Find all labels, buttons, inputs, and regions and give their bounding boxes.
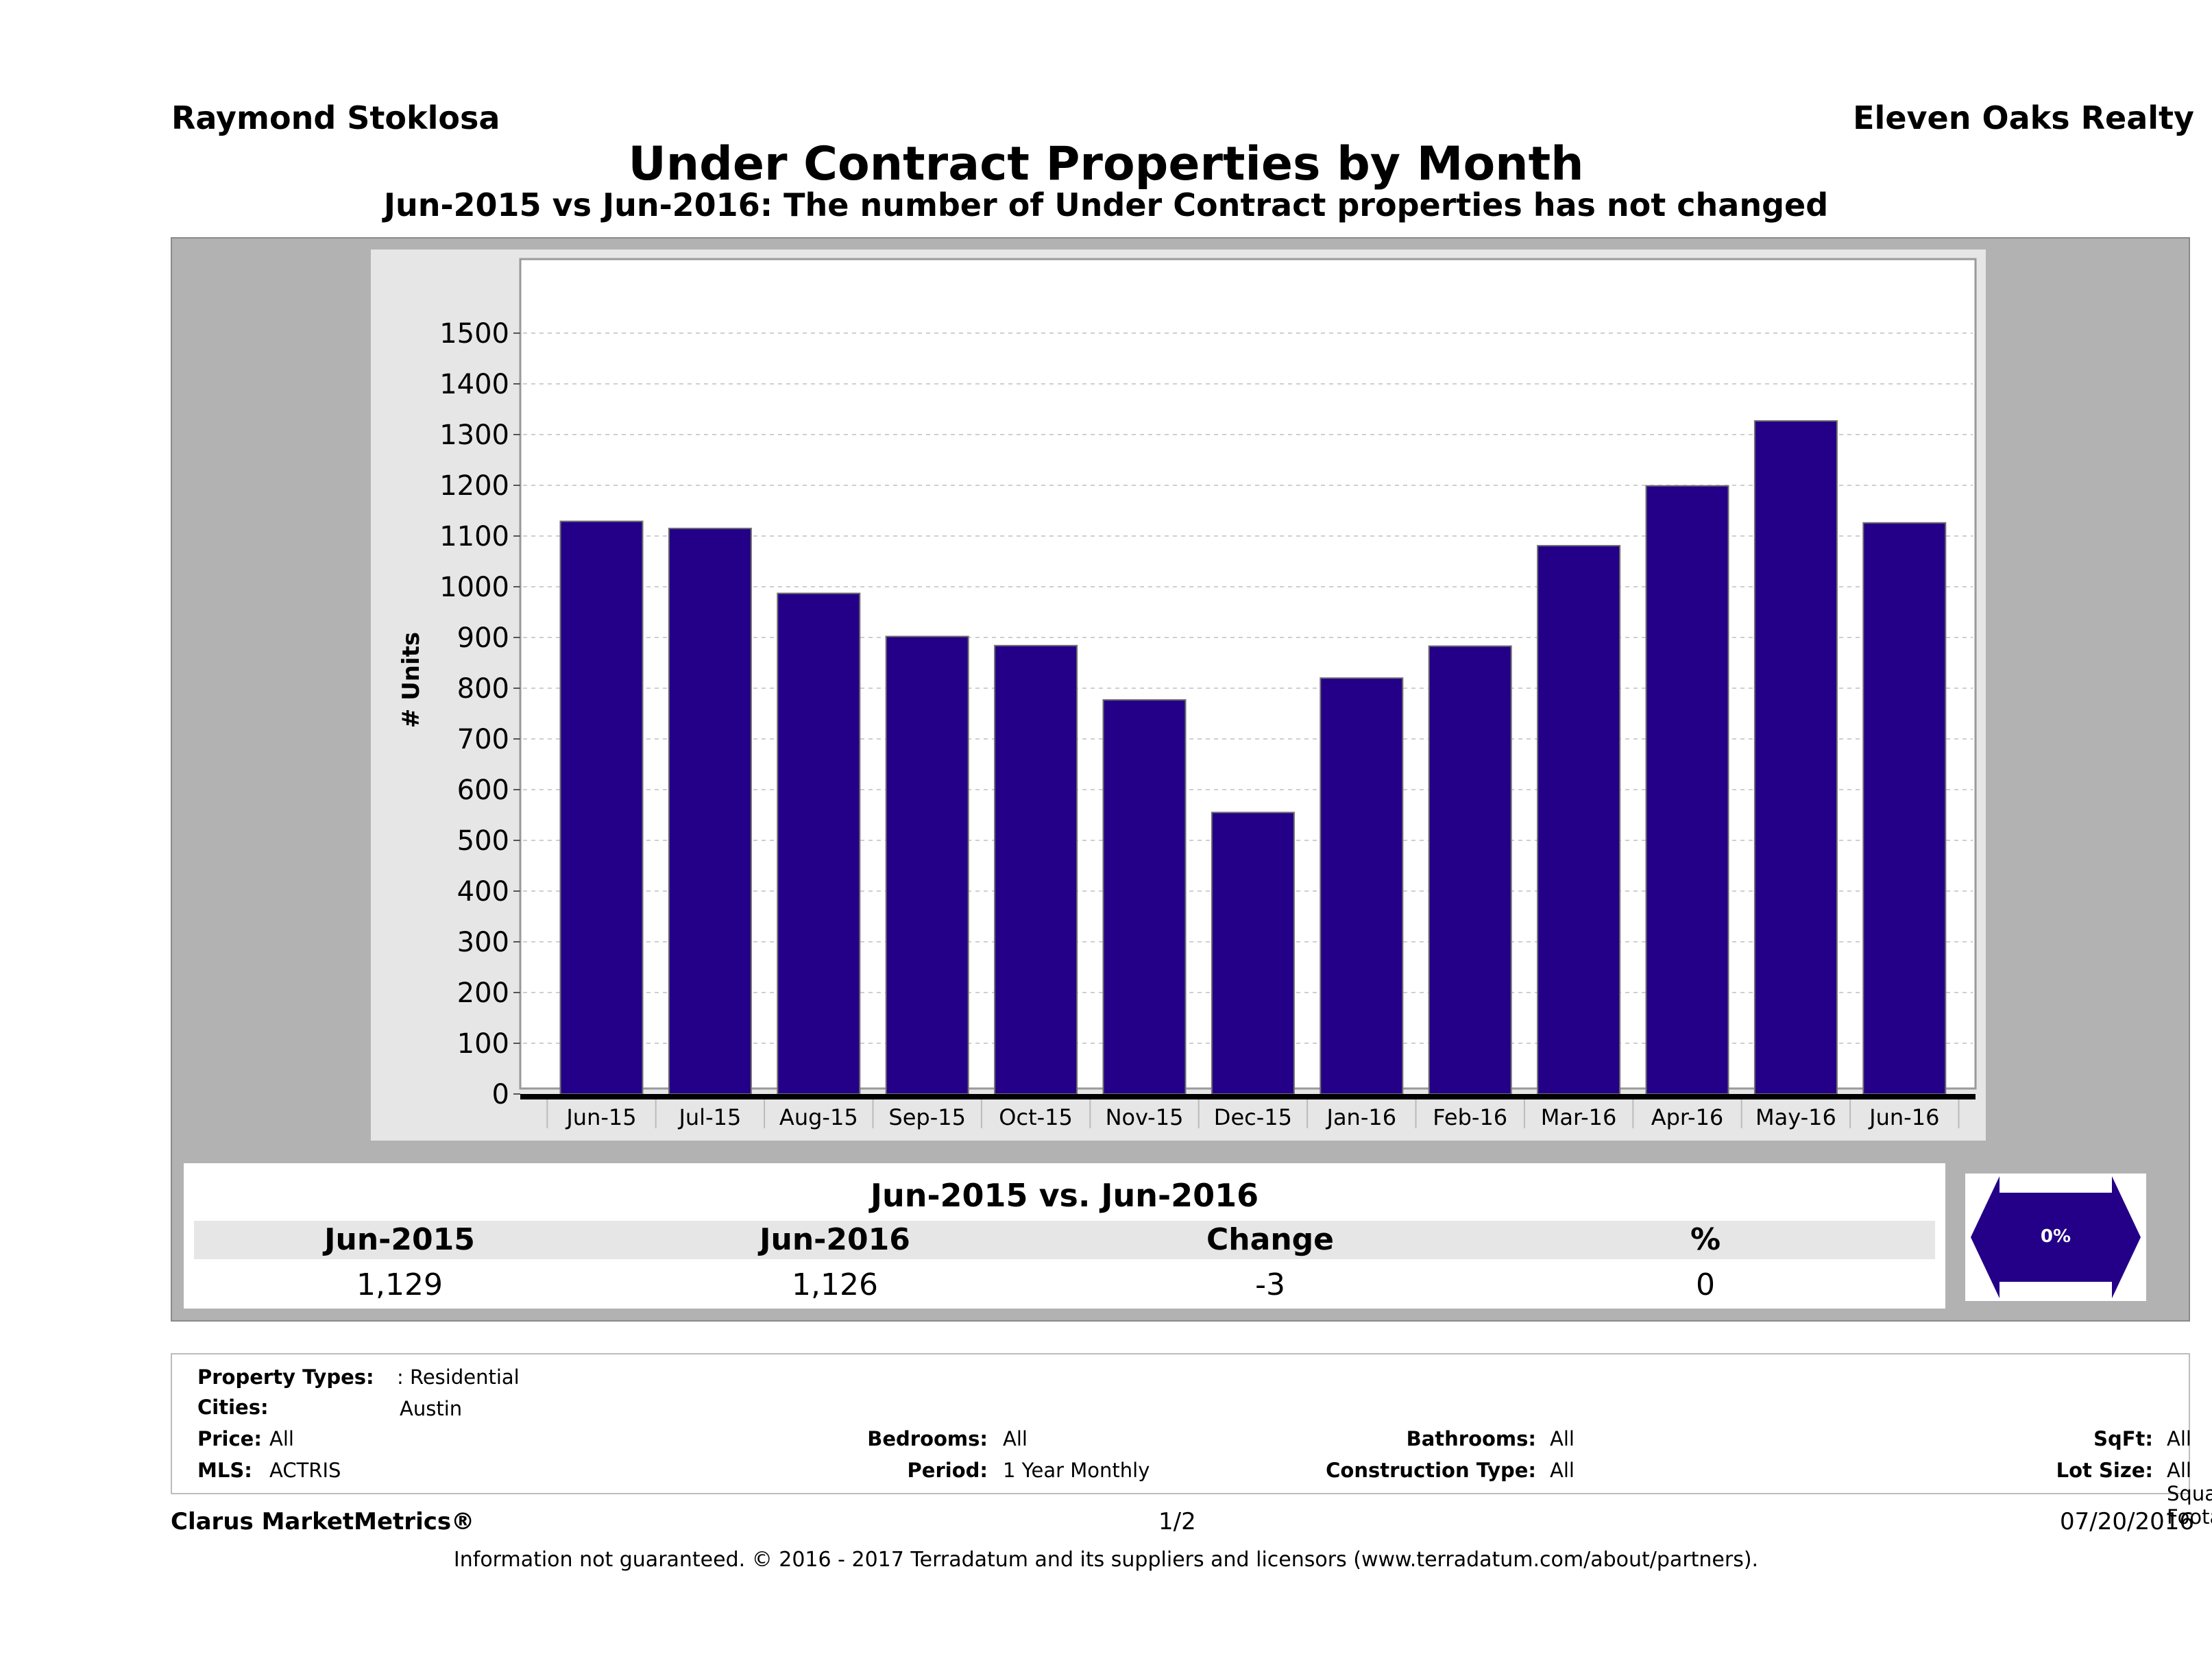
bar	[559, 520, 644, 1095]
property-types-value: : Residential	[397, 1365, 520, 1389]
x-tick-label: May-16	[1755, 1104, 1836, 1130]
x-tick-label: Oct-15	[999, 1104, 1073, 1130]
bar	[1211, 812, 1295, 1095]
comparison-value: -3	[1255, 1267, 1285, 1302]
cities-value: Austin	[400, 1397, 463, 1420]
bar	[994, 644, 1078, 1095]
x-tick-label: Sep-15	[888, 1104, 966, 1130]
property-types-label: Property Types:	[197, 1365, 374, 1389]
change-badge-box: 0%	[1965, 1174, 2146, 1301]
y-tick-label: 400	[457, 876, 509, 908]
price-value: All	[269, 1427, 294, 1450]
construction-type-value: All	[1550, 1459, 1575, 1482]
bar	[1428, 645, 1512, 1095]
x-tick-label: Mar-16	[1541, 1104, 1617, 1130]
x-tick-label: Feb-16	[1433, 1104, 1507, 1130]
comparison-header: Jun-2016	[759, 1222, 910, 1257]
y-tick-label: 1200	[439, 470, 509, 502]
double-arrow-icon: 0%	[1971, 1176, 2141, 1298]
brokerage-name: Eleven Oaks Realty	[1853, 99, 2194, 136]
x-tick-label: Jul-15	[677, 1104, 741, 1130]
period-value: 1 Year Monthly	[1003, 1459, 1150, 1482]
bar	[668, 527, 752, 1095]
chart-subtitle: Jun-2015 vs Jun-2016: The number of Unde…	[383, 186, 1829, 223]
cities-label: Cities:	[197, 1396, 269, 1419]
y-tick-label: 200	[457, 977, 509, 1009]
bar-chart: 0 100 200 300 400 500 600 700 800 900 1000 1100 1200…	[398, 258, 1977, 1130]
filter-summary: Property Types: : Residential Cities: Au…	[171, 1353, 2212, 1529]
axes: 0 100 200 300 400 500 600 700 800 900 1000 1100 1200…	[439, 318, 1976, 1130]
period-label: Period:	[907, 1459, 988, 1482]
y-tick-label: 1400	[439, 369, 509, 400]
y-tick-label: 800	[457, 673, 509, 705]
y-axis-label: # Units	[398, 632, 425, 728]
bar	[1537, 545, 1621, 1095]
y-tick-label: 100	[457, 1028, 509, 1060]
lot-size-value: All Square Footage	[2167, 1459, 2212, 1529]
y-tick-label: 900	[457, 622, 509, 654]
bathrooms-value: All	[1550, 1427, 1575, 1450]
x-tick-label: Aug-15	[779, 1104, 858, 1130]
bar	[1102, 699, 1187, 1095]
price-label: Price:	[197, 1427, 262, 1450]
x-tick-label: Dec-15	[1214, 1104, 1292, 1130]
y-tick-label: 300	[457, 927, 509, 958]
x-tick-label: Nov-15	[1106, 1104, 1184, 1130]
comparison-value: 1,129	[356, 1267, 443, 1302]
lot-size-label: Lot Size:	[2056, 1459, 2153, 1482]
comparison-value: 1,126	[792, 1267, 878, 1302]
y-tick-label: 0	[492, 1079, 509, 1110]
comparison-header-row: Jun-2015 Jun-2016 Change %	[194, 1221, 1935, 1259]
bar	[1645, 485, 1729, 1095]
x-tick-label: Jan-16	[1326, 1104, 1397, 1130]
comparison-header: Jun-2015	[324, 1222, 475, 1257]
bedrooms-value: All	[1003, 1427, 1028, 1450]
y-tick-label: 500	[457, 825, 509, 857]
footer-brand: Clarus MarketMetrics®	[171, 1508, 475, 1535]
comparison-header: %	[1690, 1222, 1721, 1257]
bar	[1753, 420, 1838, 1095]
mls-label: MLS:	[197, 1459, 252, 1482]
agent-name: Raymond Stoklosa	[171, 99, 500, 136]
construction-type-label: Construction Type:	[1326, 1459, 1536, 1482]
bar	[1320, 677, 1404, 1095]
bars	[559, 420, 1947, 1095]
bedrooms-label: Bedrooms:	[867, 1427, 988, 1450]
x-tick-label: Jun-15	[565, 1104, 636, 1130]
y-tick-label: 1300	[439, 420, 509, 451]
bathrooms-label: Bathrooms:	[1406, 1427, 1536, 1450]
y-tick-label: 1000	[439, 572, 509, 603]
y-tick-label: 600	[457, 775, 509, 806]
report-date: 07/20/2016	[2060, 1508, 2194, 1535]
mls-value: ACTRIS	[269, 1459, 341, 1482]
comparison-title: Jun-2015 vs. Jun-2016	[194, 1173, 1935, 1218]
y-tick-label: 700	[457, 724, 509, 755]
comparison-value-row: 1,129 1,126 -3 0	[194, 1266, 1935, 1304]
x-tick-label: Jun-16	[1868, 1104, 1939, 1130]
comparison-value: 0	[1696, 1267, 1715, 1302]
change-badge-label: 0%	[2041, 1226, 2071, 1247]
bar	[885, 635, 969, 1095]
bar	[777, 592, 861, 1095]
comparison-header: Change	[1206, 1222, 1334, 1257]
bar	[1862, 522, 1947, 1095]
sqft-value: All	[2167, 1427, 2191, 1450]
sqft-label: SqFt:	[2093, 1427, 2153, 1450]
y-tick-label: 1100	[439, 521, 509, 552]
y-tick-label: 1500	[439, 318, 509, 350]
page-number: 1/2	[1158, 1508, 1196, 1535]
disclaimer: Information not guaranteed. © 2016 - 201…	[453, 1548, 1759, 1572]
x-tick-label: Apr-16	[1651, 1104, 1724, 1130]
chart-title: Under Contract Properties by Month	[628, 137, 1584, 191]
